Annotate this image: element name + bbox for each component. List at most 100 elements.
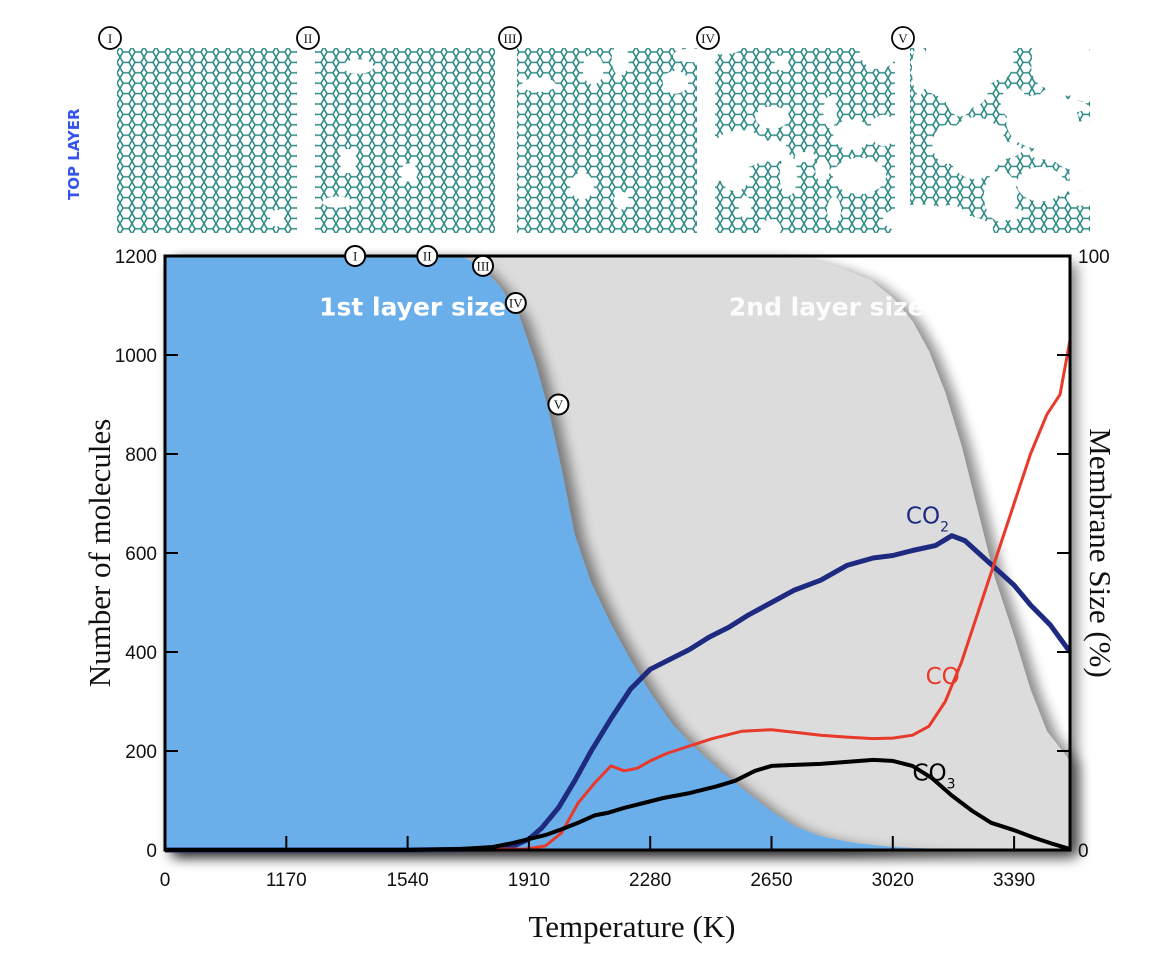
x-tick-label: 2280 [629, 870, 671, 891]
lattice-defect [1016, 166, 1065, 202]
snapshot-marker-text: V [898, 31, 908, 46]
lattice-defect [940, 64, 999, 88]
lattice-defect [521, 77, 556, 92]
y-tick-label: 600 [125, 544, 157, 565]
lattice-defect [322, 196, 353, 208]
stage-marker-text: II [423, 249, 432, 264]
lattice-defect [570, 172, 594, 200]
lattice-defect [339, 149, 357, 174]
snapshot-marker: V [891, 26, 915, 50]
y2-tick-label: 100 [1078, 247, 1110, 268]
stage-marker-text: I [353, 249, 357, 264]
series-line-co3 [165, 757, 1071, 852]
y-tick-label: 800 [125, 445, 157, 466]
lattice-defect [672, 48, 712, 63]
region-label: 2nd layer size [729, 293, 925, 322]
y2-axis-title: Membrane Size (%) [1083, 428, 1118, 678]
snapshot-iii: III [498, 26, 712, 233]
x-tick-label: 0 [160, 870, 171, 891]
lattice-defect [1076, 128, 1094, 140]
y2-tick-label: 0 [1078, 841, 1089, 862]
snapshot-marker-text: IV [701, 31, 715, 46]
snapshot-marker: III [498, 26, 522, 50]
snapshot-ii: II [296, 26, 495, 233]
lattice-defect [582, 53, 604, 85]
lattice-defect [774, 55, 789, 71]
lattice-defect [738, 195, 752, 219]
lattice-defect [794, 152, 816, 163]
stage-marker-ii: II [416, 245, 439, 267]
snapshots: I II III IV V [98, 25, 1113, 261]
lattice-defect [827, 196, 842, 224]
series-line-co2 [165, 533, 1073, 853]
snapshot-iv: IV [696, 26, 897, 238]
lattice-defect [1069, 158, 1106, 192]
y-axis-right: 0 100 [1057, 247, 1110, 862]
stage-marker-iii: III [472, 254, 495, 277]
lattice-defect [342, 59, 374, 74]
snapshot-marker: II [296, 26, 320, 50]
lattice-defect [712, 130, 768, 168]
series-label-co: CO [926, 664, 960, 690]
y-tick-label: 1000 [115, 346, 157, 367]
region-label: 1st layer size [319, 293, 506, 322]
lattice-defect [779, 154, 798, 196]
lattice-defect [859, 35, 897, 69]
lattice-defect [270, 209, 284, 227]
x-tick-label: 1170 [266, 870, 307, 891]
lattice-defect [870, 114, 897, 147]
x-tick-label: 3390 [993, 870, 1035, 891]
series-line-co [165, 339, 1072, 852]
x-tick-label: 1910 [508, 870, 550, 891]
y-tick-label: 0 [146, 841, 157, 862]
stage-marker-i: I [344, 245, 367, 267]
series-label-subscript: 3 [947, 777, 956, 793]
series-label-subscript: 2 [940, 519, 949, 535]
stage-marker-v: V [547, 393, 570, 416]
snapshot-marker: I [98, 26, 122, 50]
lattice-defect [611, 43, 629, 76]
y-axis-left: 0 200 400 600 800 1000 1200 [115, 247, 178, 862]
lattice-defect [755, 106, 790, 129]
snapshot-marker-text: I [108, 31, 112, 46]
stage-marker-iv: IV [504, 292, 527, 315]
lattice-defect [400, 163, 418, 182]
lattice-defect [815, 158, 830, 182]
snapshot-marker: IV [696, 26, 720, 50]
series [165, 339, 1073, 853]
lattice-defect [1066, 191, 1094, 206]
snapshot-marker-text: II [304, 31, 313, 46]
x-tick-label: 3020 [872, 870, 914, 891]
x-axis: 0 1170 1540 1910 2280 2650 3020 3390 [160, 836, 1035, 891]
lattice-defect [760, 219, 782, 238]
snapshot-v: V [882, 25, 1113, 261]
snapshot-marker-text: III [504, 31, 517, 46]
lattice-defect [1031, 45, 1073, 90]
top-layer-label: TOP LAYER [65, 108, 83, 200]
y-tick-label: 1200 [115, 247, 157, 268]
lattice-defect [1033, 88, 1069, 143]
region-1st-layer-size [165, 256, 1070, 850]
lattice-defect [823, 95, 837, 129]
lattice-defect [955, 139, 1023, 161]
chart: 0 1170 1540 1910 2280 2650 3020 3390 0 200 400 600… [82, 245, 1118, 944]
lattice-defect [832, 157, 887, 195]
stage-marker-text: III [477, 258, 490, 273]
x-tick-label: 2650 [750, 870, 792, 891]
y-tick-label: 400 [125, 643, 157, 664]
stage-marker-text: V [554, 397, 564, 412]
membrane-lattice [117, 48, 297, 233]
x-tick-label: 1540 [386, 870, 428, 891]
lattice-defect [1037, 130, 1085, 162]
y-axis-title: Number of molecules [82, 419, 117, 688]
top-layer-panel: TOP LAYER I II III IV V [65, 25, 1113, 261]
lattice-defect [882, 204, 958, 235]
y-tick-label: 200 [125, 742, 157, 763]
stage-marker-text: IV [509, 296, 523, 311]
x-axis-title: Temperature (K) [529, 909, 736, 944]
lattice-defect [662, 70, 689, 94]
regions [165, 256, 1070, 850]
lattice-defect [983, 170, 1017, 222]
